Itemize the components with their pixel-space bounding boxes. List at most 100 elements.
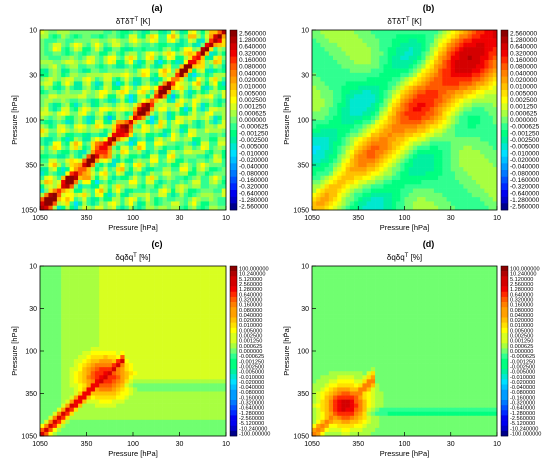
heatmap-cell xyxy=(358,158,363,164)
heatmap-cell xyxy=(459,60,464,65)
heatmap-cell xyxy=(145,72,151,78)
heatmap-cell xyxy=(337,77,342,82)
heatmap-cell xyxy=(111,342,117,348)
heatmap-cell xyxy=(116,334,121,340)
heatmap-cell xyxy=(316,141,321,147)
heatmap-cell xyxy=(345,51,351,57)
heatmap-cell xyxy=(61,64,66,69)
heatmap-cell xyxy=(316,145,321,151)
heatmap-cell xyxy=(396,51,401,57)
heatmap-cell xyxy=(312,60,317,65)
heatmap-cell xyxy=(358,171,363,177)
heatmap-cell xyxy=(454,154,460,159)
heatmap-cell xyxy=(69,184,75,189)
heatmap-cell xyxy=(82,128,87,134)
heatmap-cell xyxy=(40,55,45,61)
heatmap-cell xyxy=(52,137,58,142)
heatmap-cell xyxy=(116,175,121,181)
heatmap-cell xyxy=(52,282,58,287)
heatmap-cell xyxy=(467,175,473,181)
heatmap-cell xyxy=(183,180,189,185)
heatmap-cell xyxy=(158,346,163,352)
heatmap-cell xyxy=(375,158,380,164)
heatmap-cell xyxy=(90,94,96,99)
heatmap-cell xyxy=(128,107,134,112)
heatmap-cell xyxy=(362,47,367,52)
heatmap-cell xyxy=(94,175,100,181)
heatmap-cell xyxy=(149,266,155,271)
heatmap-cell xyxy=(404,90,409,95)
heatmap-cell xyxy=(94,81,100,87)
heatmap-cell xyxy=(86,278,92,283)
heatmap-cell xyxy=(90,30,96,35)
heatmap-cell xyxy=(86,326,92,332)
heatmap-cell xyxy=(425,192,431,198)
heatmap-cell xyxy=(149,85,155,91)
heatmap-cell xyxy=(349,107,355,112)
colorbar-swatch xyxy=(230,176,237,184)
heatmap-cell xyxy=(362,55,367,61)
heatmap-cell xyxy=(107,42,113,48)
heatmap-cell xyxy=(396,201,401,207)
heatmap-cell xyxy=(149,302,155,307)
heatmap-cell xyxy=(175,175,180,181)
x-tick-label: 350 xyxy=(352,215,364,222)
heatmap-cell xyxy=(107,107,113,112)
heatmap-cell xyxy=(56,192,62,198)
heatmap-cell xyxy=(52,359,58,364)
heatmap-cell xyxy=(358,162,363,168)
heatmap-cell xyxy=(44,180,49,185)
heatmap-cell xyxy=(128,124,134,129)
colorbar-label: -0.160000 xyxy=(239,177,269,184)
heatmap-cell xyxy=(124,94,130,99)
heatmap-cell xyxy=(433,162,439,168)
heatmap-cell xyxy=(433,184,439,189)
heatmap-cell xyxy=(179,85,185,91)
heatmap-cell xyxy=(442,77,447,82)
heatmap-cell xyxy=(78,42,83,48)
heatmap-cell xyxy=(145,81,151,87)
heatmap-cell xyxy=(107,81,113,87)
heatmap-cell xyxy=(179,81,185,87)
heatmap-cell xyxy=(337,60,342,65)
heatmap-cell xyxy=(154,55,159,61)
heatmap-cell xyxy=(69,338,75,344)
heatmap-cell xyxy=(103,192,108,198)
heatmap-cell xyxy=(82,205,87,211)
heatmap-cell xyxy=(221,98,227,104)
heatmap-cell xyxy=(408,120,414,125)
heatmap-cell xyxy=(204,175,210,181)
heatmap-cell xyxy=(128,346,134,352)
heatmap-cell xyxy=(488,42,494,48)
heatmap-cell xyxy=(107,94,113,99)
heatmap-cell xyxy=(387,188,393,194)
heatmap-cell xyxy=(52,98,58,104)
heatmap-cell xyxy=(133,167,138,172)
heatmap-cell xyxy=(379,180,384,185)
heatmap-cell xyxy=(446,184,452,189)
heatmap-cell xyxy=(65,314,70,319)
heatmap-cell xyxy=(158,141,163,147)
heatmap-cell xyxy=(446,132,452,138)
heatmap-cell xyxy=(133,111,138,117)
heatmap-cell xyxy=(187,197,193,202)
heatmap-cell xyxy=(217,197,223,202)
heatmap-cell xyxy=(120,184,125,189)
colorbar-swatch xyxy=(501,156,508,164)
heatmap-cell xyxy=(312,150,317,155)
heatmap-cell xyxy=(44,359,49,364)
heatmap-cell xyxy=(454,124,460,129)
heatmap-cell xyxy=(412,132,418,138)
heatmap-cell xyxy=(446,115,452,121)
heatmap-cell xyxy=(312,137,317,142)
heatmap-cell xyxy=(44,322,49,328)
heatmap-cell xyxy=(78,326,83,332)
heatmap-cell xyxy=(145,197,151,202)
heatmap-cell xyxy=(187,98,193,104)
heatmap-cell xyxy=(40,68,45,74)
heatmap-cell xyxy=(217,85,223,91)
heatmap-cell xyxy=(90,306,96,311)
heatmap-cell xyxy=(40,124,45,129)
heatmap-cell xyxy=(480,132,485,138)
heatmap-cell xyxy=(120,34,125,39)
